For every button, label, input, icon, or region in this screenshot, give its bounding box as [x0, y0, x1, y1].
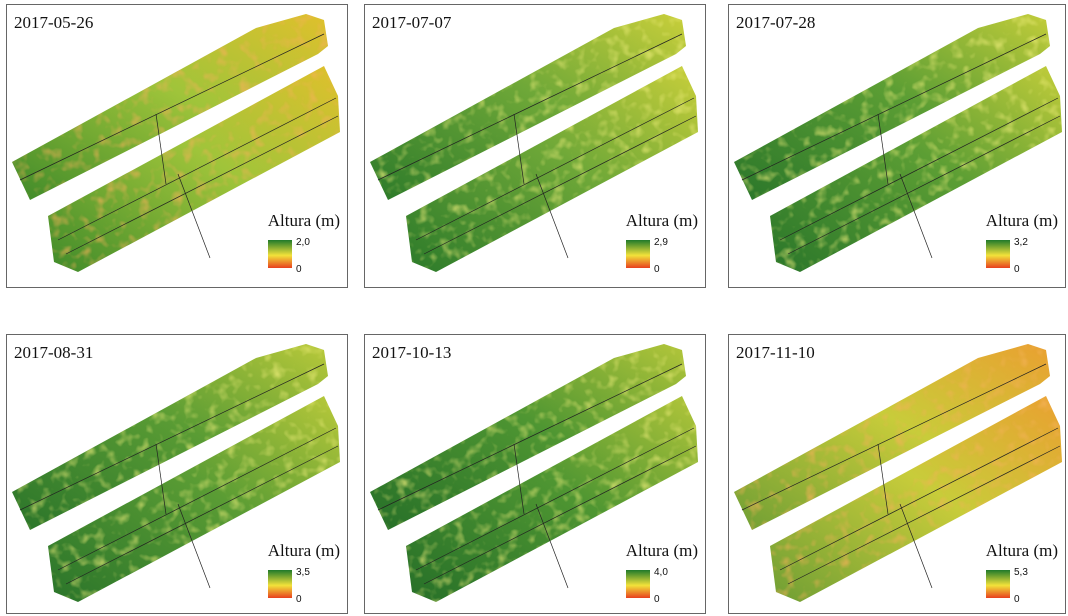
date-label: 2017-11-10 [736, 343, 815, 362]
legend-title: Altura (m) [268, 211, 340, 230]
date-label: 2017-08-31 [14, 343, 93, 362]
map-panel: 2017-10-13 Altura (m) 4,0 0 [364, 334, 706, 614]
date-label: 2017-07-07 [372, 13, 452, 32]
map-panel: 2017-05-26 Altura (m) 2,0 0 [6, 4, 348, 288]
legend-max: 3,5 [296, 567, 310, 578]
date-label: 2017-07-28 [736, 13, 815, 32]
legend-colorbar [268, 240, 292, 268]
legend-min: 0 [1014, 264, 1020, 275]
legend-title: Altura (m) [986, 541, 1058, 560]
legend-title: Altura (m) [986, 211, 1058, 230]
map-panel: 2017-08-31 Altura (m) 3,5 0 [6, 334, 348, 614]
legend-min: 0 [296, 594, 302, 605]
legend-min: 0 [654, 264, 660, 275]
legend-colorbar [626, 240, 650, 268]
date-label: 2017-10-13 [372, 343, 451, 362]
legend-min: 0 [1014, 594, 1020, 605]
legend-title: Altura (m) [626, 211, 698, 230]
figure: 2017-05-26 Altura (m) 2,0 0 2017-07-07 Altura… [0, 0, 1068, 616]
legend-max: 2,0 [296, 237, 310, 248]
map-panel: 2017-11-10 Altura (m) 5,3 0 [728, 334, 1066, 614]
legend-max: 4,0 [654, 567, 668, 578]
legend-title: Altura (m) [626, 541, 698, 560]
legend-max: 2,9 [654, 237, 668, 248]
legend-min: 0 [654, 594, 660, 605]
legend-colorbar [626, 570, 650, 598]
legend-max: 3,2 [1014, 237, 1028, 248]
legend-min: 0 [296, 264, 302, 275]
legend-title: Altura (m) [268, 541, 340, 560]
date-label: 2017-05-26 [14, 13, 93, 32]
legend-max: 5,3 [1014, 567, 1028, 578]
legend-colorbar [986, 570, 1010, 598]
legend-colorbar [268, 570, 292, 598]
map-panel: 2017-07-28 Altura (m) 3,2 0 [728, 4, 1066, 288]
legend-colorbar [986, 240, 1010, 268]
map-panel: 2017-07-07 Altura (m) 2,9 0 [364, 4, 706, 288]
